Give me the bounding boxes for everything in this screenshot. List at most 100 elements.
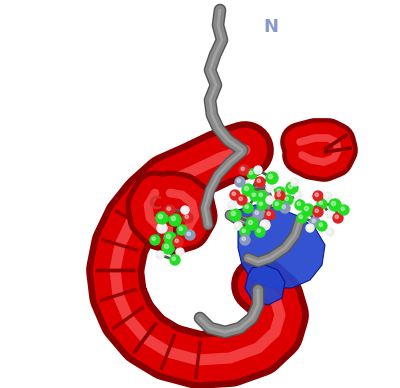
Circle shape	[285, 197, 288, 201]
Circle shape	[288, 184, 293, 189]
Circle shape	[170, 255, 180, 265]
Circle shape	[240, 235, 250, 245]
Circle shape	[242, 184, 254, 196]
Text: C: C	[148, 195, 161, 213]
Circle shape	[257, 200, 267, 210]
Circle shape	[319, 201, 322, 204]
Circle shape	[306, 224, 314, 232]
Circle shape	[164, 232, 176, 244]
Circle shape	[239, 197, 242, 201]
Circle shape	[252, 193, 256, 196]
Circle shape	[275, 191, 285, 201]
Circle shape	[257, 179, 260, 182]
Circle shape	[331, 201, 336, 206]
Circle shape	[179, 227, 182, 230]
Circle shape	[293, 180, 295, 182]
Circle shape	[169, 214, 181, 226]
Circle shape	[240, 227, 250, 237]
Circle shape	[150, 235, 160, 245]
Circle shape	[247, 169, 257, 179]
Circle shape	[304, 206, 309, 211]
Circle shape	[297, 202, 300, 206]
Circle shape	[339, 205, 349, 215]
Circle shape	[157, 223, 167, 233]
Circle shape	[243, 203, 253, 213]
Circle shape	[246, 218, 258, 230]
Circle shape	[341, 207, 344, 211]
Circle shape	[228, 201, 236, 209]
Circle shape	[255, 227, 265, 237]
Circle shape	[329, 199, 341, 211]
Circle shape	[266, 184, 274, 192]
Circle shape	[313, 191, 323, 201]
Circle shape	[250, 191, 260, 201]
Circle shape	[236, 223, 238, 227]
Circle shape	[308, 225, 310, 229]
Circle shape	[242, 229, 246, 232]
Circle shape	[178, 249, 180, 253]
Circle shape	[282, 205, 286, 208]
Circle shape	[275, 202, 278, 206]
Circle shape	[266, 196, 274, 204]
Circle shape	[294, 191, 302, 199]
Circle shape	[315, 209, 318, 213]
Circle shape	[172, 257, 176, 260]
Circle shape	[165, 205, 175, 215]
Circle shape	[317, 221, 327, 231]
Circle shape	[167, 207, 170, 211]
Circle shape	[259, 202, 262, 206]
Circle shape	[260, 220, 270, 230]
Circle shape	[230, 190, 240, 200]
Circle shape	[255, 211, 258, 215]
Circle shape	[268, 185, 270, 189]
Circle shape	[166, 234, 170, 239]
Circle shape	[156, 251, 164, 259]
Circle shape	[254, 166, 262, 174]
Circle shape	[275, 187, 285, 197]
Circle shape	[173, 237, 183, 247]
Circle shape	[230, 203, 232, 205]
Circle shape	[268, 197, 270, 200]
Circle shape	[156, 212, 168, 224]
Circle shape	[262, 222, 266, 225]
Circle shape	[273, 200, 283, 210]
Circle shape	[159, 225, 162, 229]
Circle shape	[185, 215, 188, 218]
Circle shape	[237, 179, 240, 182]
Circle shape	[164, 244, 169, 249]
Circle shape	[335, 215, 338, 218]
Circle shape	[181, 206, 189, 214]
Circle shape	[295, 200, 305, 210]
Circle shape	[297, 213, 307, 223]
Circle shape	[333, 213, 343, 223]
Circle shape	[286, 182, 298, 194]
Circle shape	[158, 215, 162, 218]
Circle shape	[162, 242, 174, 254]
Circle shape	[328, 211, 330, 215]
Circle shape	[177, 225, 187, 235]
Circle shape	[312, 219, 316, 222]
Circle shape	[280, 203, 290, 213]
Circle shape	[176, 248, 184, 256]
Circle shape	[326, 210, 334, 218]
Circle shape	[175, 239, 178, 242]
Circle shape	[310, 217, 320, 227]
Circle shape	[259, 193, 262, 196]
Circle shape	[237, 195, 247, 205]
Circle shape	[257, 191, 267, 201]
Circle shape	[317, 199, 327, 209]
Circle shape	[183, 213, 193, 223]
Circle shape	[315, 193, 318, 196]
Circle shape	[277, 189, 280, 192]
Circle shape	[291, 178, 299, 186]
Polygon shape	[238, 205, 325, 288]
Circle shape	[313, 207, 323, 217]
Circle shape	[182, 208, 186, 210]
Circle shape	[253, 209, 263, 219]
Circle shape	[296, 192, 298, 196]
Circle shape	[158, 253, 160, 255]
Circle shape	[268, 174, 273, 178]
Circle shape	[266, 172, 278, 184]
Circle shape	[235, 177, 245, 187]
Circle shape	[256, 168, 258, 170]
